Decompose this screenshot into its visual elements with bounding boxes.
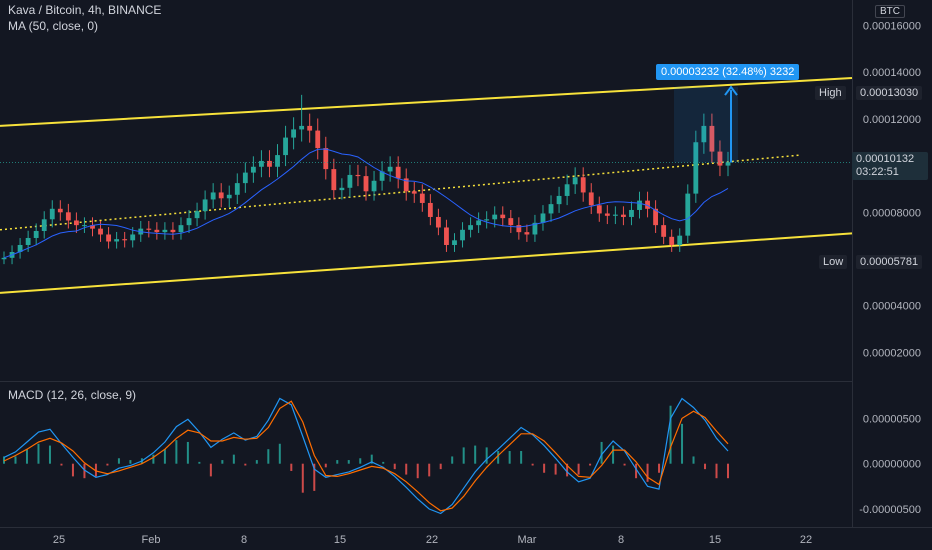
low-label: Low (819, 255, 848, 269)
countdown-timer: 03:22:51 (856, 166, 899, 178)
symbol-legend[interactable]: Kava / Bitcoin, 4h, BINANCE (8, 3, 162, 17)
macd-legend[interactable]: MACD (12, 26, close, 9) (8, 388, 137, 402)
high-label: High (815, 86, 846, 100)
macd-tick-label: -0.00000500 (859, 504, 921, 516)
time-axis[interactable] (0, 527, 852, 550)
macd-tick-label: 0.00000000 (863, 459, 921, 471)
last-price-value: 0.00010132 (856, 153, 915, 165)
last-price-badge: 0.00010132 03:22:51 (852, 152, 928, 180)
macd-tick-label: 0.00000500 (863, 413, 921, 425)
price-pane[interactable] (0, 0, 852, 381)
high-price-badge: 0.00013030 (856, 86, 923, 100)
currency-badge[interactable]: BTC (875, 5, 905, 18)
ma-legend[interactable]: MA (50, close, 0) (8, 19, 99, 33)
measure-label[interactable]: 0.00003232 (32.48%) 3232 (656, 64, 800, 80)
low-price-badge: 0.00005781 (856, 255, 923, 269)
price-axis[interactable] (852, 0, 932, 381)
macd-pane[interactable] (0, 382, 852, 527)
